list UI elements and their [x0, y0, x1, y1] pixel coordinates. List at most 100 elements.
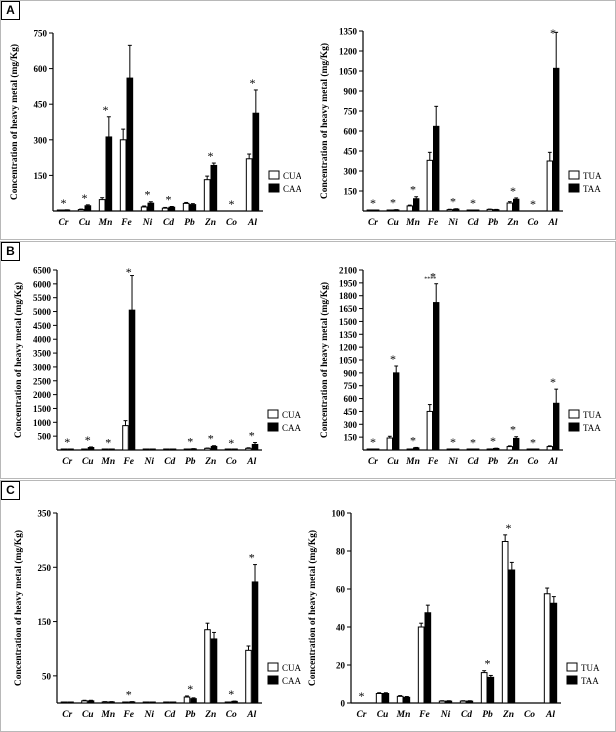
y-tick-label: 900	[344, 368, 358, 378]
significance-marker: *	[506, 521, 512, 535]
y-tick-label: 40	[336, 623, 346, 633]
bar	[453, 208, 460, 212]
legend-swatch	[568, 170, 580, 180]
x-tick-label: Cu	[387, 457, 399, 467]
y-tick-label: 2100	[339, 266, 358, 276]
legend-label: TUA	[581, 663, 600, 673]
y-tick-label: 300	[344, 167, 358, 177]
panel-a: A 150 300 450 600 750 Concentration of heavy …	[0, 0, 616, 240]
bar	[508, 569, 516, 704]
x-tick-label: Ni	[142, 218, 153, 228]
y-axis-label: Concentration of heavy metal (mg/Kg)	[319, 43, 330, 199]
x-tick-label: Al	[246, 457, 256, 467]
x-tick-label: Cd	[467, 218, 478, 228]
x-tick-label: Ni	[144, 457, 155, 467]
chart-a-right: 150 300 450 600 750 900 1050 1200 1350 Concentrat…	[301, 19, 615, 239]
bar	[252, 112, 260, 212]
y-tick-label: 3500	[33, 349, 52, 359]
bar	[251, 581, 259, 704]
bar	[126, 77, 134, 212]
y-tick-label: 600	[344, 127, 358, 137]
bar	[438, 700, 446, 704]
x-tick-label: Pb	[482, 710, 493, 720]
significance-marker: *	[370, 196, 376, 210]
panel-label-b: B	[1, 242, 20, 261]
bar	[382, 693, 390, 704]
bar	[210, 164, 218, 212]
x-tick-label: Cd	[461, 710, 472, 720]
bar	[140, 206, 148, 212]
panel-label-a: A	[1, 1, 20, 20]
y-tick-label: 750	[344, 107, 358, 117]
significance-marker: *	[85, 433, 91, 447]
bar	[161, 207, 169, 212]
significance-marker: *	[550, 26, 556, 40]
bar	[393, 372, 400, 451]
bar	[386, 437, 393, 451]
bar	[506, 446, 514, 451]
chart-c-left: 50 150 250 350 Concentration of heavy metal …	[1, 499, 301, 731]
legend-swatch	[566, 675, 578, 685]
bar	[433, 125, 440, 212]
y-tick-label: 1950	[339, 278, 358, 288]
bar	[168, 206, 176, 212]
y-tick-label: 1800	[339, 291, 358, 301]
x-tick-label: Pb	[185, 457, 196, 467]
x-tick-label: Mn	[396, 710, 411, 720]
bar	[513, 198, 520, 212]
y-tick-label: 1200	[339, 343, 358, 353]
significance-marker: *	[228, 687, 234, 701]
significance-marker: *	[510, 423, 516, 437]
bar	[245, 649, 252, 704]
bar	[487, 676, 495, 704]
bar	[190, 698, 197, 704]
y-tick-label: 600	[344, 394, 358, 404]
y-tick-label: 100	[332, 509, 346, 519]
y-tick-label: 600	[34, 64, 48, 74]
bar	[87, 447, 95, 451]
significance-marker: *	[550, 375, 556, 389]
bar	[546, 446, 554, 451]
x-tick-label: Mn	[100, 457, 115, 467]
bar	[396, 695, 404, 704]
x-tick-label: Pb	[488, 218, 499, 228]
x-tick-label: Mn	[405, 218, 420, 228]
x-tick-label: Mn	[405, 457, 420, 467]
y-tick-label: 50	[42, 671, 52, 681]
significance-marker: *	[359, 689, 365, 703]
y-tick-label: 900	[344, 87, 358, 97]
x-tick-label: Zn	[204, 710, 216, 720]
bar	[204, 447, 211, 451]
legend-label: CAA	[282, 423, 301, 433]
bar	[56, 209, 64, 212]
bar	[433, 302, 440, 451]
significance-marker: ****	[424, 277, 436, 283]
bar	[501, 541, 509, 704]
significance-marker: *	[229, 197, 235, 211]
significance-marker: *	[490, 434, 496, 448]
chart-svg: 0 20 40 60 80 100 Concentration of heavy metal…	[307, 509, 600, 721]
y-tick-label: 250	[38, 563, 52, 573]
significance-marker: *	[208, 149, 214, 163]
bar	[231, 700, 238, 704]
chart-c-right: 0 20 40 60 80 100 Concentration of heavy metal…	[301, 499, 615, 731]
bar	[486, 208, 494, 212]
y-tick-label: 4000	[33, 335, 52, 345]
y-tick-label: 350	[38, 509, 52, 519]
bar	[128, 309, 136, 451]
bar	[204, 629, 211, 704]
bar	[406, 205, 413, 212]
legend-swatch	[568, 409, 580, 419]
significance-marker: *	[105, 436, 111, 450]
significance-marker: *	[510, 184, 516, 198]
significance-marker: *	[390, 196, 396, 210]
bar	[81, 700, 88, 704]
y-tick-label: 6500	[33, 266, 52, 276]
y-tick-label: 1350	[339, 27, 358, 37]
x-tick-label: Pb	[488, 457, 499, 467]
y-tick-label: 450	[34, 100, 48, 110]
bar	[553, 402, 560, 451]
bar	[182, 202, 190, 212]
significance-marker: *	[485, 657, 491, 671]
x-tick-label: Co	[226, 457, 237, 467]
